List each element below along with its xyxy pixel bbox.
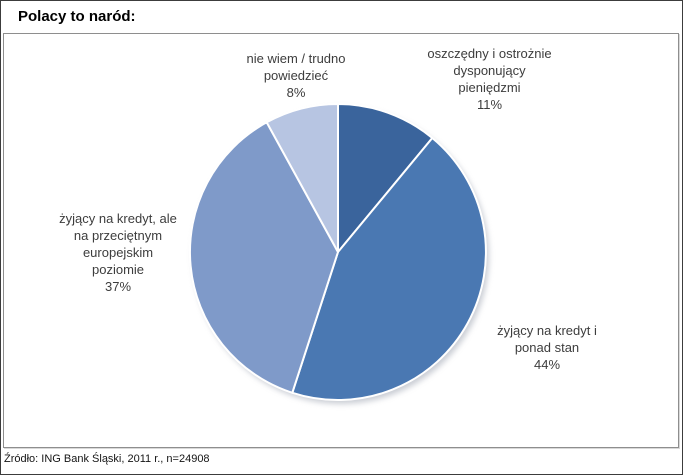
pie-slice-3 — [265, 103, 339, 253]
slice-label-line: 8% — [286, 85, 306, 100]
slice-label-line: powiedzieć — [263, 68, 329, 83]
slice-label-line: 44% — [533, 357, 561, 372]
slice-label-line: nie wiem / trudno — [246, 51, 346, 66]
slice-label-line: na przeciętnym — [73, 228, 163, 243]
slice-label-line: pieniędzmi — [458, 80, 521, 95]
slice-label-line: dysponujący — [453, 63, 526, 78]
pie-slice-2 — [189, 121, 339, 394]
slice-label-nie-wiem: nie wiem / trudno powiedzieć 8% — [216, 50, 376, 101]
pie-chart — [189, 103, 489, 404]
slice-label-europejski-poziom: żyjący na kredyt, ale na przeciętnym europ… — [40, 210, 196, 295]
page-title: Polacy to naród: — [18, 8, 136, 25]
slice-label-oszczedny: oszczędny i ostrożnie dysponujący pieniędz… — [402, 45, 577, 113]
slice-label-line: oszczędny i ostrożnie — [427, 46, 552, 61]
slice-label-ponad-stan: żyjący na kredyt i ponad stan 44% — [472, 322, 622, 373]
slice-label-line: ponad stan — [514, 340, 580, 355]
slice-label-line: 37% — [104, 279, 132, 294]
slice-label-line: żyjący na kredyt i — [497, 323, 597, 338]
slice-label-line: żyjący na kredyt, ale — [59, 211, 177, 226]
slice-label-line: poziomie — [91, 262, 145, 277]
slice-label-line: europejskim — [82, 245, 154, 260]
slice-label-line: 11% — [476, 97, 503, 112]
source-note: Źródło: ING Bank Śląski, 2011 r., n=2490… — [4, 453, 210, 465]
pie-slice-0 — [337, 103, 434, 253]
chart-area: oszczędny i ostrożnie dysponujący pieniędz… — [3, 33, 679, 448]
pie-slice-1 — [291, 137, 487, 401]
